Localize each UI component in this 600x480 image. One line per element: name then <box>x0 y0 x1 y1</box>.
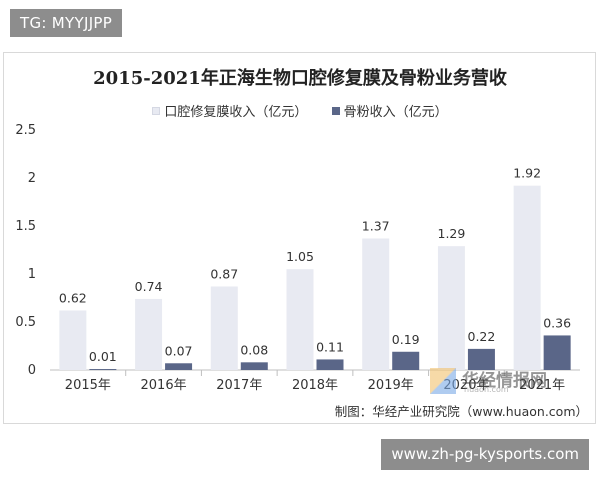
data-label-membrane: 1.05 <box>286 249 314 264</box>
source-note: 制图：华经产业研究院（www.huaon.com） <box>334 404 588 419</box>
legend-item-membrane: 口腔修复膜收入（亿元） <box>152 101 307 120</box>
x-tick-label: 2016年 <box>141 378 187 393</box>
y-tick-label: 1 <box>28 267 36 282</box>
data-label-bone-powder: 0.01 <box>89 349 117 364</box>
bar-membrane <box>210 286 238 370</box>
bar-membrane <box>135 298 163 370</box>
legend-swatch-bone-powder <box>331 106 340 115</box>
legend-item-bone-powder: 骨粉收入（亿元） <box>331 101 448 120</box>
y-tick-label: 1.5 <box>15 219 36 234</box>
data-label-bone-powder: 0.08 <box>240 342 268 357</box>
data-label-membrane: 1.37 <box>362 218 390 233</box>
bar-membrane <box>286 269 314 370</box>
x-tick-label: 2019年 <box>368 378 414 393</box>
watermark-text: 华经情报网 <box>462 371 547 391</box>
data-label-bone-powder: 0.19 <box>392 332 420 347</box>
data-label-bone-powder: 0.07 <box>165 343 193 358</box>
bar-bone-powder <box>165 363 193 370</box>
legend-label-membrane: 口腔修复膜收入（亿元） <box>164 105 308 120</box>
bar-membrane <box>59 310 87 370</box>
legend: 口腔修复膜收入（亿元） 骨粉收入（亿元） <box>0 101 600 120</box>
bar-membrane <box>362 238 390 370</box>
data-label-bone-powder: 0.36 <box>543 315 571 330</box>
bottom-badge: www.zh-pg-kysports.com <box>381 439 589 470</box>
data-label-bone-powder: 0.22 <box>468 329 496 344</box>
top-badge: TG: MYYJJPP <box>10 9 123 37</box>
x-tick-label: 2021年 <box>519 378 565 393</box>
data-label-membrane: 1.29 <box>438 226 466 241</box>
data-label-bone-powder: 0.11 <box>316 339 344 354</box>
chart-title: 2015-2021年正海生物口腔修复膜及骨粉业务营收 <box>93 68 507 89</box>
x-tick-label: 2018年 <box>292 378 338 393</box>
bar-bone-powder <box>89 369 117 371</box>
bar-membrane <box>513 185 541 370</box>
y-tick-label: 0 <box>28 363 36 378</box>
bar-bone-powder <box>392 351 420 370</box>
legend-label-bone-powder: 骨粉收入（亿元） <box>343 105 448 120</box>
data-label-membrane: 1.92 <box>513 166 541 181</box>
data-label-membrane: 0.62 <box>59 290 87 305</box>
bar-bone-powder <box>543 335 571 370</box>
bar-bone-powder <box>240 362 268 370</box>
bar-membrane <box>437 246 465 370</box>
data-label-membrane: 0.87 <box>210 266 238 281</box>
y-tick-label: 0.5 <box>15 315 36 330</box>
legend-swatch-membrane <box>152 106 161 115</box>
x-tick-label: 2017年 <box>216 378 262 393</box>
y-tick-label: 2 <box>28 171 36 186</box>
data-label-membrane: 0.74 <box>135 279 163 294</box>
watermark: 华经情报网 huaon.com <box>430 366 580 396</box>
watermark-sub: huaon.com <box>464 385 509 394</box>
bar-bone-powder <box>316 359 344 370</box>
bar-bone-powder <box>467 348 495 370</box>
x-tick-label: 2015年 <box>65 378 111 393</box>
watermark-logo-icon <box>430 368 456 394</box>
y-tick-label: 2.5 <box>15 123 36 138</box>
